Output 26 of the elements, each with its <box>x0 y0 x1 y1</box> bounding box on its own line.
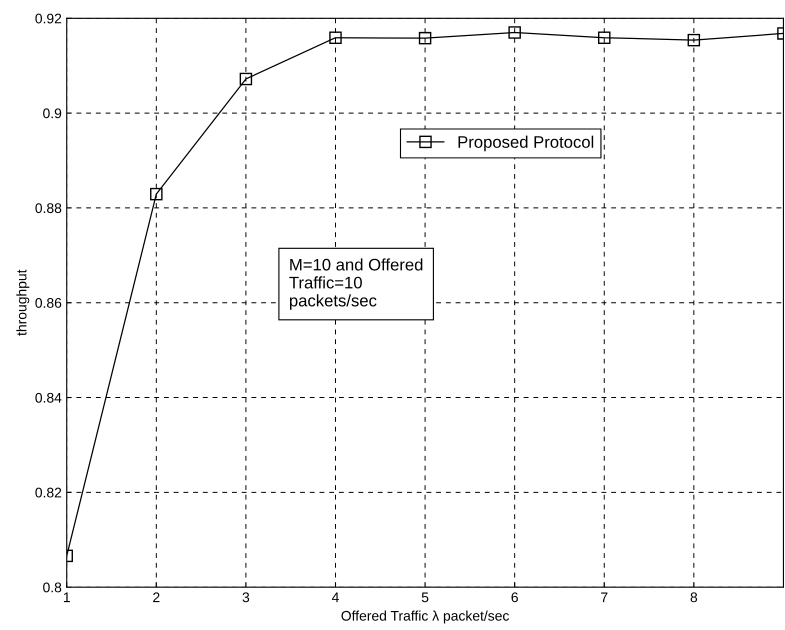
y-tick-label: 0.9 <box>43 108 62 118</box>
x-tick-label: 7 <box>601 592 608 602</box>
x-tick-label: 1 <box>64 592 70 602</box>
x-tick-label: 8 <box>690 592 698 602</box>
point <box>329 31 342 44</box>
point <box>418 32 432 44</box>
point <box>150 188 163 200</box>
x-tick-label: 6 <box>512 592 518 602</box>
x-axis-title: Offered Traffic λ packet/sec <box>341 610 509 624</box>
annotation: M=10 and Offered Traffic=10 packets/sec <box>289 258 422 310</box>
point <box>598 31 611 44</box>
y-tick-label: 0.92 <box>35 14 62 24</box>
x-tick-label: 4 <box>332 592 339 602</box>
y-tick-label: 0.88 <box>35 203 62 214</box>
y-tick-label: 0.84 <box>35 392 62 403</box>
y-tick-label: 0.82 <box>35 488 62 498</box>
x-tick-label: 5 <box>422 592 428 602</box>
y-tick-label: 0.8 <box>43 582 62 592</box>
point <box>688 34 700 46</box>
x-tick-label: 2 <box>153 592 160 602</box>
point <box>508 26 521 39</box>
point <box>240 72 252 86</box>
y-axis-title: throughput <box>16 270 30 336</box>
y-tick-label: 0.86 <box>35 298 62 308</box>
legend-label: Proposed Protocol <box>458 136 594 152</box>
x-tick-label: 3 <box>242 592 250 602</box>
